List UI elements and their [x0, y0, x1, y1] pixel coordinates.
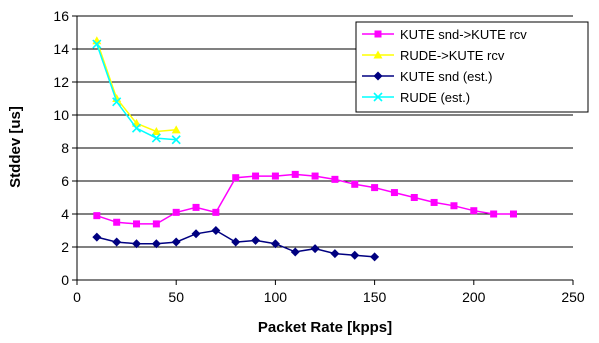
legend-label: RUDE->KUTE rcv [400, 48, 505, 63]
legend-entry: RUDE (est.) [362, 90, 470, 105]
series-1 [92, 36, 181, 135]
x-tick-label: 100 [264, 289, 288, 305]
data-point-triangle [373, 50, 383, 59]
data-point-square [509, 210, 517, 218]
legend-entry: KUTE snd (est.) [362, 69, 492, 84]
data-point-diamond [92, 232, 102, 242]
data-point-x [151, 133, 161, 143]
data-point-square [93, 212, 101, 220]
data-point-diamond [370, 252, 380, 262]
data-point-x [112, 97, 122, 107]
data-point-x [92, 39, 102, 49]
y-tick-label: 4 [61, 206, 69, 222]
data-point-square [470, 207, 478, 215]
data-point-x [373, 92, 383, 102]
data-point-square [113, 218, 121, 226]
series-line [96, 173, 514, 225]
x-tick-label: 50 [168, 289, 184, 305]
y-tick-label: 10 [53, 107, 69, 123]
series-2 [92, 226, 380, 262]
data-point-square [291, 170, 299, 178]
data-point-diamond [270, 239, 280, 249]
data-point-square [430, 198, 438, 206]
legend-entry: RUDE->KUTE rcv [362, 48, 505, 63]
y-tick-label: 2 [61, 239, 69, 255]
data-point-square [450, 202, 458, 210]
legend-label: KUTE snd (est.) [400, 69, 492, 84]
series-0 [93, 170, 517, 228]
data-point-diamond [310, 244, 320, 254]
data-point-triangle [151, 127, 161, 135]
tick-labels: 0 2 4 6 8 10 12 14 16 0 50 100 150 200 250 [53, 8, 584, 305]
data-point-x [171, 135, 181, 145]
data-point-square [172, 208, 180, 216]
x-tick-label: 150 [363, 289, 387, 305]
y-tick-label: 6 [61, 173, 69, 189]
data-point-square [490, 210, 498, 218]
data-point-square [212, 208, 220, 216]
data-point-diamond [112, 237, 122, 247]
data-point-square [410, 194, 418, 201]
data-point-square [390, 189, 398, 197]
data-point-diamond [211, 226, 221, 235]
data-point-square [331, 175, 339, 183]
data-point-square [192, 203, 200, 211]
data-point-square [232, 174, 240, 182]
data-point-square [351, 180, 359, 188]
data-point-x [131, 123, 142, 133]
data-point-diamond [132, 239, 142, 249]
y-tick-label: 14 [53, 41, 69, 57]
legend-box [355, 21, 589, 113]
y-tick-label: 0 [61, 272, 69, 288]
legend: KUTE snd->KUTE rcv RUDE->KUTE rcv KUTE snd… [355, 21, 589, 113]
x-tick-label: 0 [73, 289, 81, 305]
data-point-diamond [373, 71, 383, 81]
data-point-diamond [290, 247, 300, 257]
x-tick-label: 250 [561, 289, 585, 305]
legend-entry: KUTE snd->KUTE rcv [362, 27, 527, 42]
y-tick-label: 16 [53, 8, 69, 24]
data-point-square [152, 220, 160, 228]
data-point-square [252, 172, 260, 180]
data-point-diamond [330, 249, 340, 259]
legend-label: KUTE snd->KUTE rcv [400, 27, 527, 42]
data-point-diamond [350, 250, 360, 260]
data-point-square [371, 184, 379, 192]
data-point-diamond [151, 239, 161, 249]
data-point-square [271, 172, 279, 180]
data-point-triangle [171, 125, 181, 134]
series-line [96, 40, 177, 133]
data-point-square [374, 30, 382, 38]
gridlines [77, 15, 573, 248]
data-point-diamond [171, 237, 181, 247]
y-tick-label: 12 [53, 74, 69, 90]
x-axis-title: Packet Rate [kpps] [258, 319, 392, 336]
series [92, 36, 517, 262]
x-tick-label: 200 [462, 289, 486, 305]
data-point-diamond [191, 229, 201, 239]
y-axis-title: Stddev [us] [7, 106, 24, 188]
data-point-square [311, 172, 319, 180]
data-point-diamond [231, 237, 241, 247]
data-point-square [133, 220, 141, 228]
axes [72, 15, 574, 285]
legend-label: RUDE (est.) [400, 90, 470, 105]
series-3 [92, 39, 181, 145]
data-point-diamond [251, 235, 261, 245]
y-tick-label: 8 [61, 140, 69, 156]
